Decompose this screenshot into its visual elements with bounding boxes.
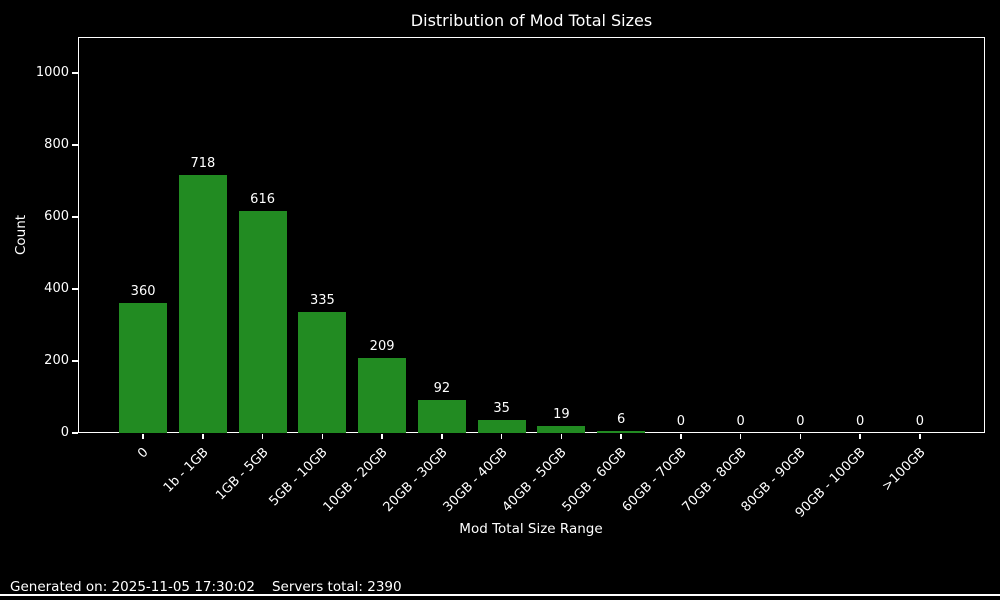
bar	[477, 420, 526, 433]
footer-status-text: Generated on: 2025-11-05 17:30:02 Servers…	[10, 579, 419, 595]
x-tick-mark	[919, 433, 921, 439]
bar-value-label: 335	[309, 293, 335, 309]
x-tick-mark	[560, 433, 563, 439]
y-tick-label: 600	[44, 209, 69, 224]
bar-value-label: 616	[250, 192, 275, 208]
bar-value-label: 0	[736, 414, 745, 429]
bar-value-label: 35	[493, 401, 510, 417]
chart-title: Distribution of Mod Total Sizes	[410, 11, 653, 30]
bar-value-label: 209	[369, 338, 395, 354]
x-tick-label: 90GB - 100GB	[792, 445, 869, 521]
x-tick-label: 1GB - 5GB	[212, 445, 272, 504]
bar-value-label: 0	[796, 414, 805, 429]
y-tick-label: 800	[44, 137, 69, 152]
x-tick-label: 1b - 1GB	[160, 445, 212, 496]
x-axis-label: Mod Total Size Range	[459, 521, 603, 537]
bar-value-label: 6	[616, 411, 626, 427]
x-tick-label: 60GB - 70GB	[619, 445, 690, 516]
x-tick-mark	[142, 433, 144, 439]
y-tick-label: 0	[60, 425, 69, 440]
x-tick-label: 0	[135, 445, 152, 462]
bar	[298, 312, 347, 433]
bar-value-label: 718	[190, 155, 216, 171]
x-tick-mark	[261, 433, 264, 439]
bar	[358, 357, 407, 433]
y-tick-mark	[71, 144, 78, 146]
bar-value-label: 92	[433, 380, 451, 396]
y-tick-label: 400	[44, 281, 69, 296]
bar	[178, 174, 227, 433]
x-tick-label: 10GB - 20GB	[320, 445, 391, 516]
bar-value-label: 360	[130, 284, 156, 300]
bar	[537, 426, 586, 433]
y-tick-label: 200	[44, 353, 69, 368]
y-tick-mark	[71, 72, 78, 74]
x-tick-label: 80GB - 90GB	[738, 445, 809, 516]
y-tick-mark	[71, 432, 78, 434]
x-tick-mark	[321, 433, 324, 439]
plot-area	[78, 37, 985, 433]
bar	[119, 303, 168, 433]
bar-value-label: 19	[553, 407, 570, 423]
bar-value-label: 0	[676, 414, 686, 429]
x-tick-mark	[680, 433, 682, 439]
bar	[417, 399, 466, 433]
footer-divider-line	[0, 594, 1000, 596]
y-tick-mark	[71, 360, 78, 362]
generated-timestamp: Generated on: 2025-11-05 17:30:02	[10, 579, 255, 595]
y-tick-label: 1000	[35, 65, 69, 80]
x-tick-mark	[799, 433, 802, 439]
x-tick-mark	[202, 433, 204, 439]
x-tick-label: 70GB - 80GB	[679, 445, 750, 516]
x-tick-mark	[441, 433, 443, 439]
x-tick-label: 5GB - 10GB	[266, 445, 331, 510]
bar-value-label: 0	[915, 414, 925, 429]
x-tick-label: >100GB	[879, 445, 929, 495]
y-tick-mark	[71, 288, 78, 290]
bar	[238, 211, 287, 433]
x-tick-mark	[739, 433, 742, 439]
servers-total: Servers total: 2390	[271, 579, 402, 595]
bar	[597, 430, 646, 433]
x-tick-label: 50GB - 60GB	[559, 445, 630, 516]
x-tick-label: 20GB - 30GB	[380, 445, 451, 516]
y-tick-mark	[71, 216, 78, 218]
x-tick-mark	[500, 433, 503, 439]
x-tick-label: 40GB - 50GB	[499, 445, 570, 516]
x-tick-mark	[620, 433, 622, 439]
bar-value-label: 0	[855, 414, 865, 429]
x-tick-mark	[381, 433, 383, 439]
x-tick-label: 30GB - 40GB	[440, 445, 511, 516]
x-tick-mark	[859, 433, 861, 439]
